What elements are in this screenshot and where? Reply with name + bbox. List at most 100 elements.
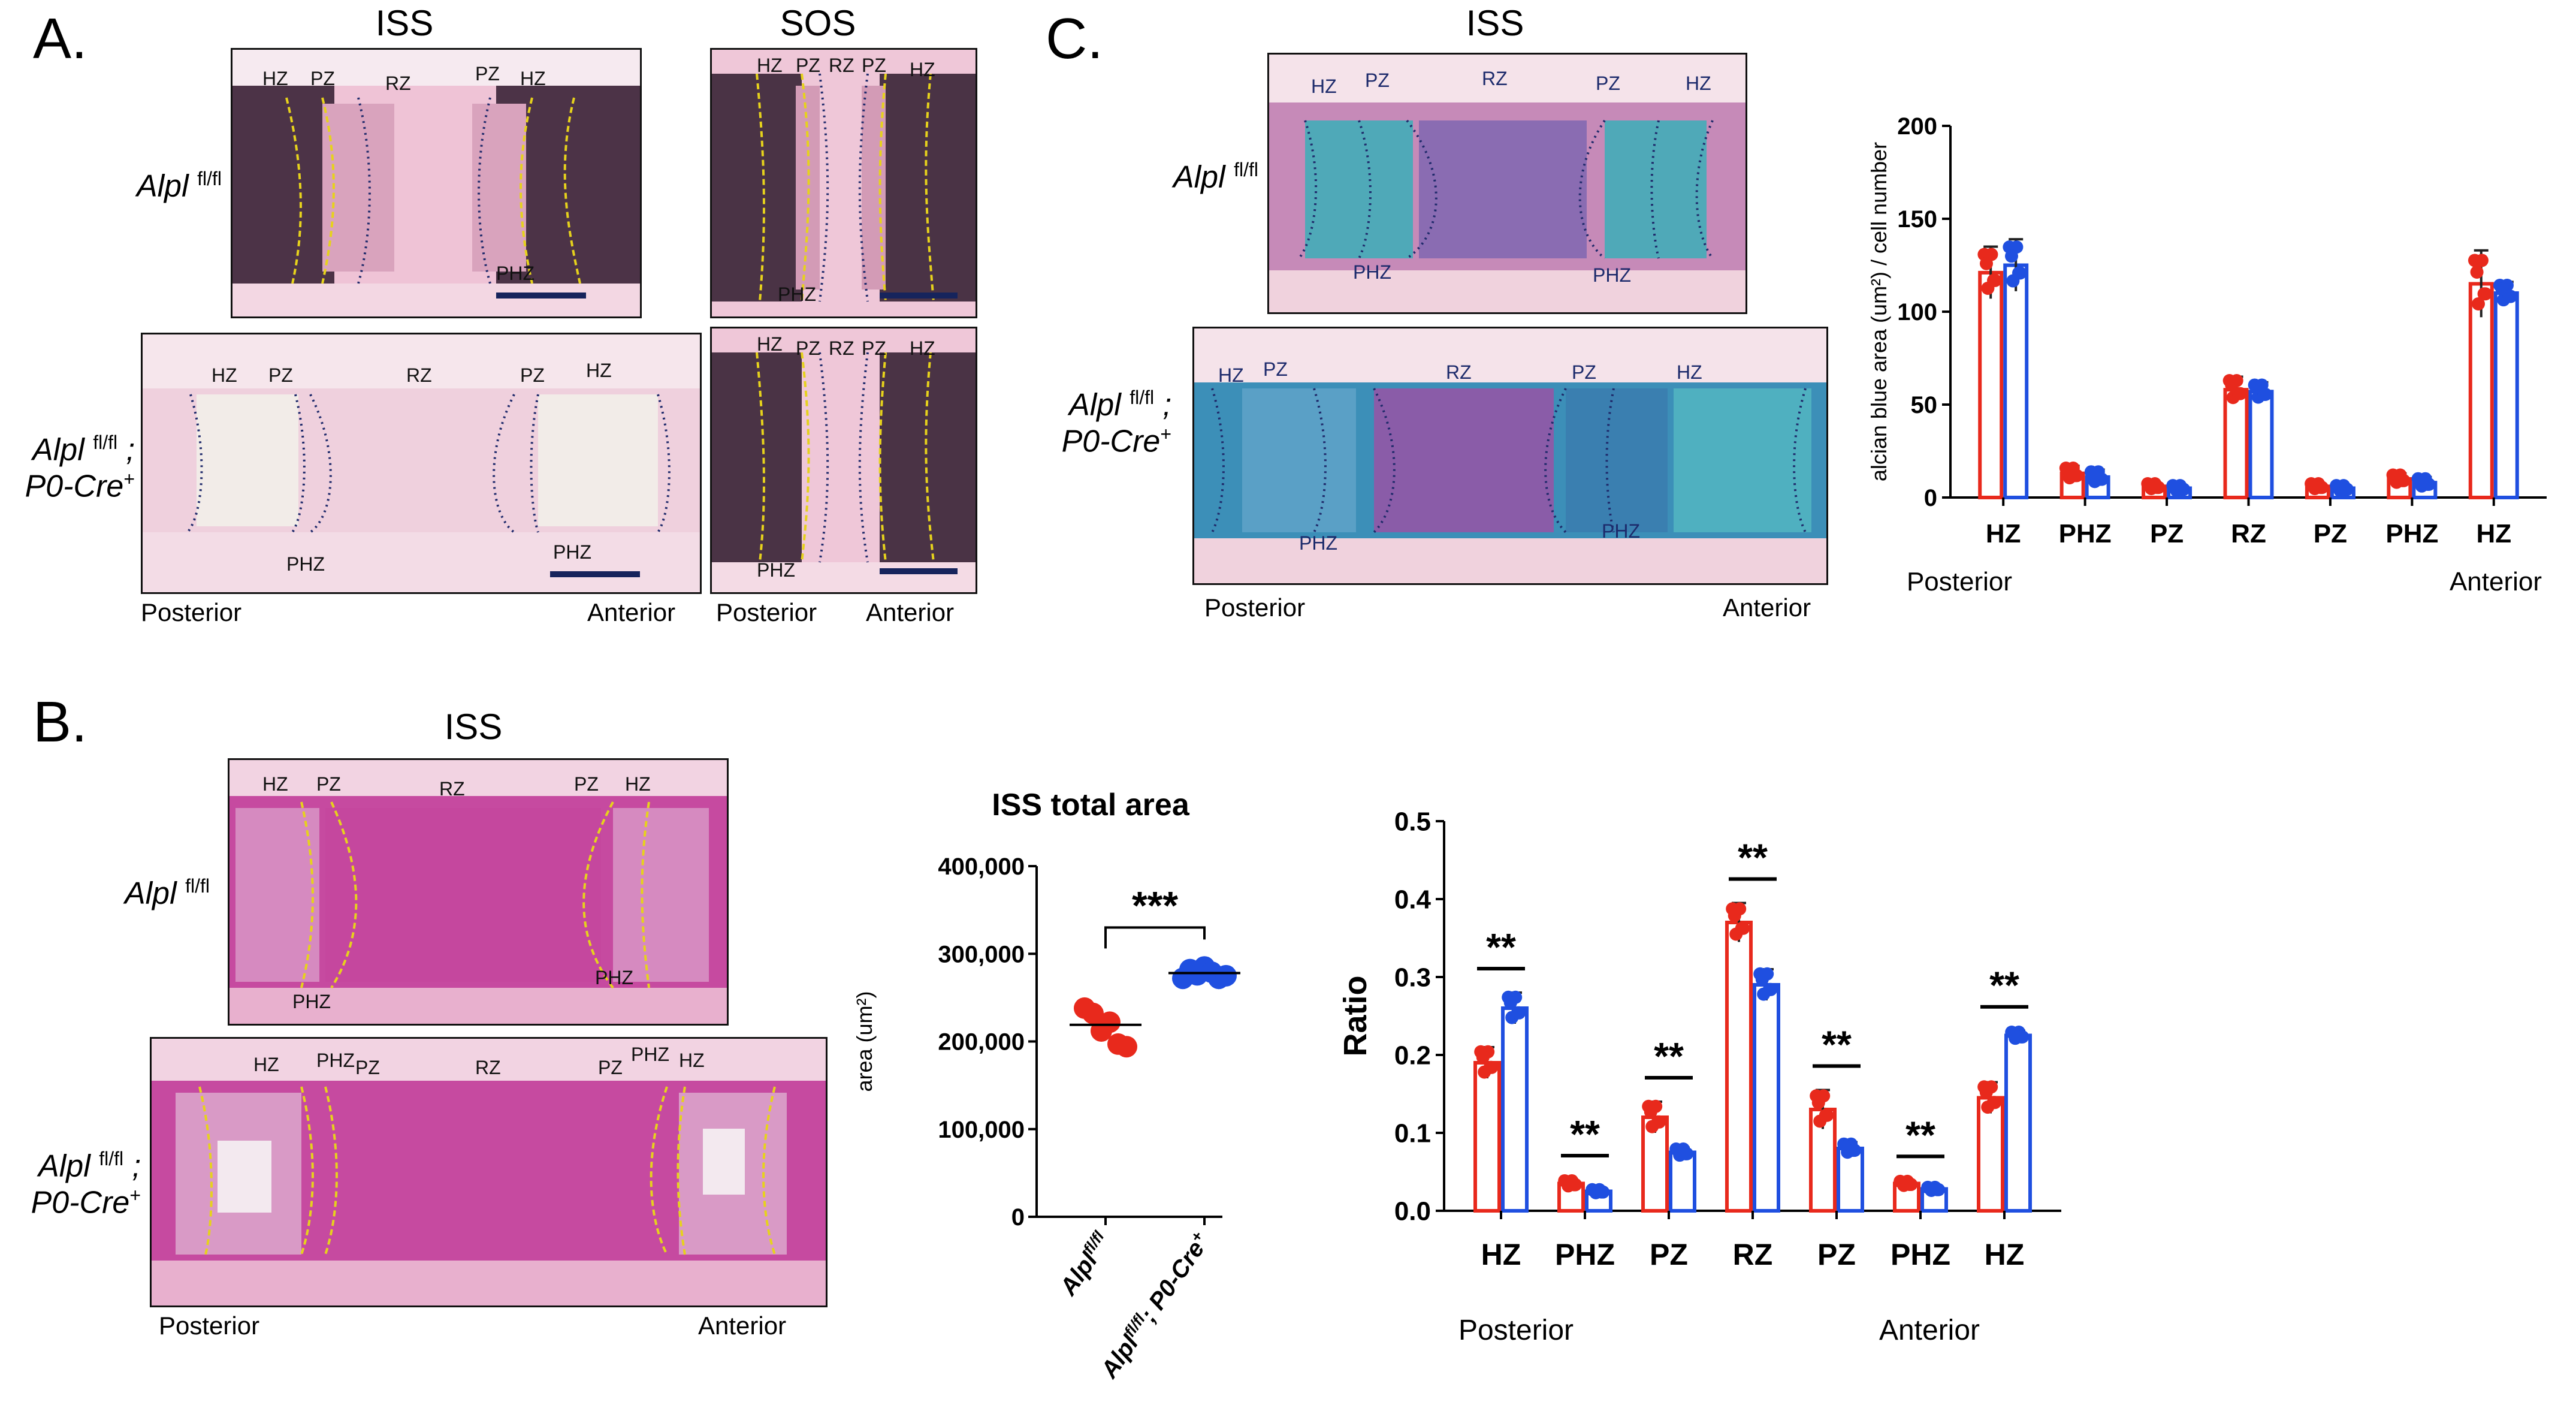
panel-c-posterior-label: Posterior bbox=[1204, 593, 1306, 622]
data-point bbox=[1986, 1096, 2000, 1109]
panel-a-anterior-label: Anterior bbox=[587, 598, 676, 626]
zone-label-pz: PZ bbox=[1263, 358, 1288, 380]
zone-label-pz: PZ bbox=[1572, 361, 1596, 383]
x-tick-label: RZ bbox=[2231, 519, 2266, 548]
zone-label-pz: PZ bbox=[520, 364, 545, 386]
data-point bbox=[1846, 1144, 1860, 1157]
bar bbox=[2493, 291, 2519, 499]
zone-label-phz: PHZ bbox=[631, 1044, 669, 1065]
y-tick-label: 0.3 bbox=[1394, 963, 1431, 992]
panel-a-iss-mutant-micrograph: HZ PZ RZ PZ HZ PHZ PHZ bbox=[141, 333, 702, 594]
y-axis-label: alcian blue area (um²) / cell number bbox=[1870, 142, 1891, 481]
zone-label-rz: RZ bbox=[829, 337, 854, 359]
data-point bbox=[2471, 297, 2485, 310]
zone-label-hz: HZ bbox=[520, 68, 546, 89]
bar bbox=[2468, 282, 2494, 499]
zone-label-phz: PHZ bbox=[595, 967, 633, 988]
zone-label-pz: PZ bbox=[355, 1057, 380, 1078]
group-label-posterior: Posterior bbox=[1907, 567, 2012, 596]
data-point bbox=[2068, 469, 2082, 483]
bar bbox=[1725, 921, 1753, 1213]
group-label-posterior: Posterior bbox=[1458, 1314, 1574, 1346]
panel-a-iss-control-micrograph: HZ PZ RZ PZ HZ PHZ bbox=[231, 48, 642, 318]
x-tick-label: HZ bbox=[1986, 519, 2021, 548]
zone-label-hz: HZ bbox=[1677, 361, 1702, 383]
zone-label-hz: HZ bbox=[679, 1050, 705, 1071]
x-tick-label: PHZ bbox=[1891, 1238, 1950, 1271]
panel-a-letter: A. bbox=[33, 7, 87, 71]
zone-label-pz: PZ bbox=[796, 337, 820, 359]
data-point bbox=[1476, 1050, 1490, 1064]
x-tick-label: PHZ bbox=[2385, 519, 2438, 548]
y-tick-label: 0.1 bbox=[1394, 1118, 1431, 1148]
zone-label-hz: HZ bbox=[1311, 76, 1337, 97]
zone-label-pz: PZ bbox=[796, 55, 820, 76]
y-tick-label: 0.5 bbox=[1394, 807, 1431, 836]
zone-label-rz: RZ bbox=[475, 1057, 501, 1078]
data-point bbox=[1511, 1006, 1524, 1020]
zone-label-rz: RZ bbox=[1482, 68, 1508, 89]
zone-label-phz: PHZ bbox=[286, 553, 325, 575]
zone-label-pz: PZ bbox=[574, 773, 599, 795]
panel-b-posterior-label: Posterior bbox=[159, 1311, 260, 1340]
panel-c-letter: C. bbox=[1046, 7, 1103, 71]
panel-b-row2-label: Alpl fl/fl ; P0-Cre+ bbox=[31, 1148, 141, 1220]
data-point bbox=[1503, 996, 1517, 1009]
zone-label-hz: HZ bbox=[757, 55, 783, 76]
x-tick-label: RZ bbox=[1733, 1238, 1773, 1271]
data-point bbox=[2094, 472, 2107, 486]
zone-label-pz: PZ bbox=[475, 63, 500, 85]
data-point bbox=[1082, 1002, 1104, 1024]
zone-label-phz: PHZ bbox=[1593, 264, 1631, 286]
zone-label-pz: PZ bbox=[1596, 73, 1620, 94]
bar bbox=[1978, 270, 2004, 499]
data-point bbox=[1651, 1115, 1665, 1129]
data-point bbox=[2012, 266, 2026, 280]
y-tick-label: 400,000 bbox=[938, 854, 1025, 880]
y-tick-label: 100 bbox=[1897, 299, 1937, 325]
y-axis-label: area (um²) bbox=[852, 991, 877, 1092]
panel-a-iss-header: ISS bbox=[375, 3, 434, 43]
data-point bbox=[1567, 1178, 1581, 1192]
panel-c-control-micrograph: HZ PZ RZ PZ HZ PHZ PHZ bbox=[1267, 53, 1747, 314]
data-point bbox=[1902, 1178, 1916, 1192]
zone-label-pz: PZ bbox=[268, 364, 293, 386]
scale-bar bbox=[496, 293, 586, 299]
data-point bbox=[2475, 254, 2489, 267]
panel-c-mutant-micrograph: HZ PZ RZ PZ HZ PHZ PHZ bbox=[1192, 327, 1828, 585]
zone-label-phz: PHZ bbox=[757, 559, 795, 581]
zone-label-pz: PZ bbox=[862, 55, 886, 76]
data-point bbox=[1755, 972, 1769, 986]
x-tick-label: PZ bbox=[2150, 519, 2184, 548]
y-tick-label: 100,000 bbox=[938, 1117, 1025, 1143]
zone-label-rz: RZ bbox=[829, 55, 854, 76]
data-point bbox=[1819, 1108, 1832, 1122]
group-label-anterior: Anterior bbox=[1879, 1314, 1980, 1346]
zone-label-phz: PHZ bbox=[553, 541, 591, 563]
data-point bbox=[1979, 1086, 1993, 1099]
significance-marker: ** bbox=[1654, 1035, 1684, 1078]
bar bbox=[2004, 1033, 2032, 1213]
panel-a-sos-mutant-micrograph: HZ PZ RZ PZ HZ PHZ bbox=[710, 327, 977, 594]
data-point bbox=[1930, 1183, 1944, 1196]
panel-c-row2-label: Alpl fl/fl ; P0-Cre+ bbox=[1061, 387, 1171, 459]
data-point bbox=[2232, 387, 2246, 400]
zone-label-pz: PZ bbox=[862, 337, 886, 359]
bar bbox=[2248, 390, 2274, 499]
zone-label-hz: HZ bbox=[253, 1054, 279, 1075]
bar bbox=[1473, 1061, 1501, 1213]
panel-c-anterior-label: Anterior bbox=[1723, 593, 1811, 622]
scale-bar bbox=[880, 568, 958, 574]
group-label-anterior: Anterior bbox=[2450, 567, 2542, 596]
bar bbox=[2223, 388, 2249, 500]
zone-label-hz: HZ bbox=[212, 364, 237, 386]
chart-title: ISS total area bbox=[992, 788, 1190, 822]
significance-marker: ** bbox=[1822, 1023, 1852, 1066]
bar bbox=[1501, 1006, 1529, 1213]
data-point bbox=[1594, 1185, 1608, 1199]
zone-label-hz: HZ bbox=[757, 333, 783, 355]
panel-c-row1-label: Alpl fl/fl bbox=[1173, 159, 1258, 195]
y-tick-label: 0 bbox=[1924, 485, 1937, 511]
x-tick-label: PZ bbox=[1817, 1238, 1856, 1271]
zone-label-hz: HZ bbox=[586, 360, 612, 381]
